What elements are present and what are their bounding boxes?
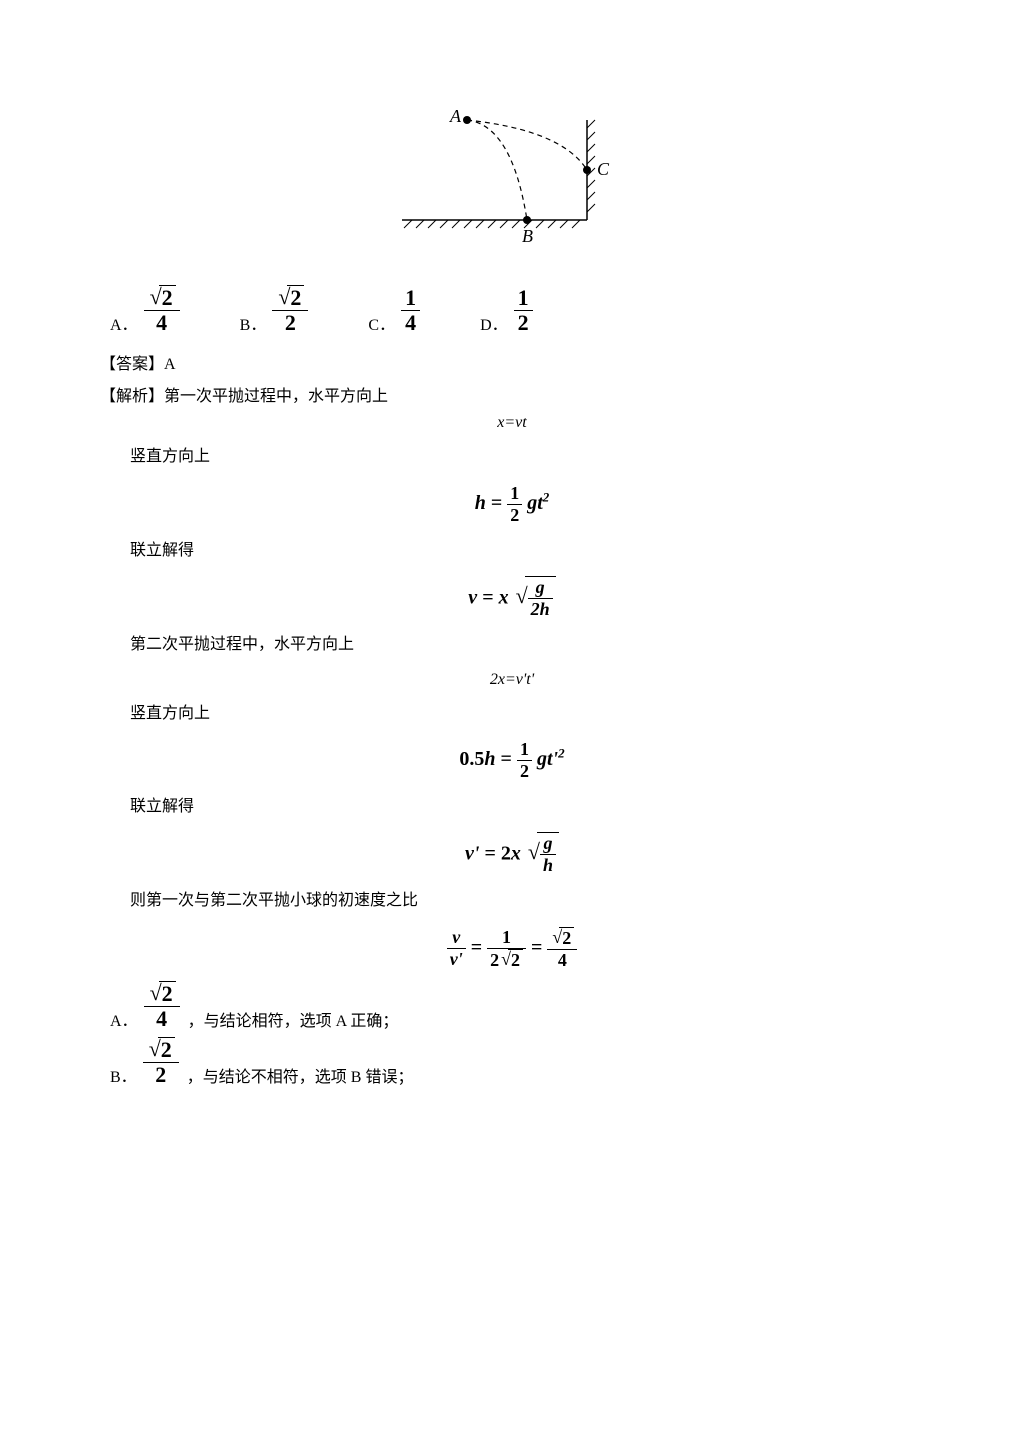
f2-den: 2 (507, 505, 522, 526)
point-c-label: C (597, 159, 610, 179)
f6-lhs: v' (465, 843, 479, 865)
body-l3: 联立解得 (130, 536, 924, 566)
f6-sd: h (540, 855, 556, 876)
f3-sn: g (528, 577, 553, 599)
option-a: A． 24 (110, 285, 180, 335)
conclusion-b: B． 22 ，与结论不相符，选项 B 错误； (110, 1037, 924, 1087)
body-l1: 第一次平抛过程中，水平方向上 (164, 388, 388, 405)
f7-ln: v (447, 927, 466, 949)
f7-rd: 4 (547, 950, 577, 971)
formula-1: x=vt (100, 414, 924, 432)
options-row: A． 24 B． 22 C． 14 D． 12 (100, 285, 924, 335)
f3-sd: 2h (528, 599, 553, 620)
f7-ld: v' (447, 949, 466, 970)
f5-sup: 2 (558, 745, 565, 760)
formula-6: v' = 2x gh (100, 832, 924, 876)
option-d: D． 12 (480, 286, 533, 335)
formula-7: vv' = 122 = 24 (100, 927, 924, 971)
formula-3: v = x g2h (100, 576, 924, 620)
option-b-label: B． (240, 311, 267, 335)
f5-den: 2 (517, 761, 532, 782)
f2-sup: 2 (543, 489, 550, 504)
f5-tail: gt' (537, 748, 558, 770)
option-d-label: D． (480, 311, 508, 335)
option-c-label: C． (368, 311, 395, 335)
body-l4: 第二次平抛过程中，水平方向上 (130, 630, 924, 660)
explain-line: 【解析】第一次平抛过程中，水平方向上 (100, 382, 924, 406)
option-c: C． 14 (368, 286, 420, 335)
conc-a-tail: ，与结论相符，选项 A 正确； (188, 1007, 399, 1031)
formula-2: h = 12 gt2 (100, 483, 924, 526)
f7-mn: 1 (487, 927, 526, 949)
conclusion-a: A． 24 ，与结论相符，选项 A 正确； (110, 981, 924, 1031)
answer-line: 【答案】A (100, 350, 924, 374)
answer-label: 【答案】 (100, 356, 164, 373)
f3-mid: x (499, 587, 509, 609)
f2-tail: gt (527, 492, 543, 514)
body-l6: 联立解得 (130, 792, 924, 822)
point-b-label: B (522, 226, 533, 246)
body-l5: 竖直方向上 (130, 699, 924, 729)
answer-value: A (164, 356, 176, 373)
option-a-label: A． (110, 311, 138, 335)
f6-sn: g (540, 833, 556, 855)
f2-lhs: h (475, 492, 486, 514)
formula-4: 2x=v't' (100, 671, 924, 689)
body-l7: 则第一次与第二次平抛小球的初速度之比 (130, 886, 924, 916)
formula-5b: 0.5h = 12 gt'2 (100, 739, 924, 782)
conc-b-tail: ，与结论不相符，选项 B 错误； (187, 1063, 414, 1087)
f2-num: 1 (507, 483, 522, 505)
point-a-label: A (449, 106, 462, 126)
explain-label: 【解析】 (100, 388, 164, 405)
projectile-diagram: A B C (100, 100, 924, 275)
conc-b-label: B． (110, 1063, 137, 1087)
body-l2: 竖直方向上 (130, 442, 924, 472)
conc-a-label: A． (110, 1007, 138, 1031)
f5-num: 1 (517, 739, 532, 761)
option-b: B． 22 (240, 285, 309, 335)
f3-lhs: v (468, 587, 477, 609)
